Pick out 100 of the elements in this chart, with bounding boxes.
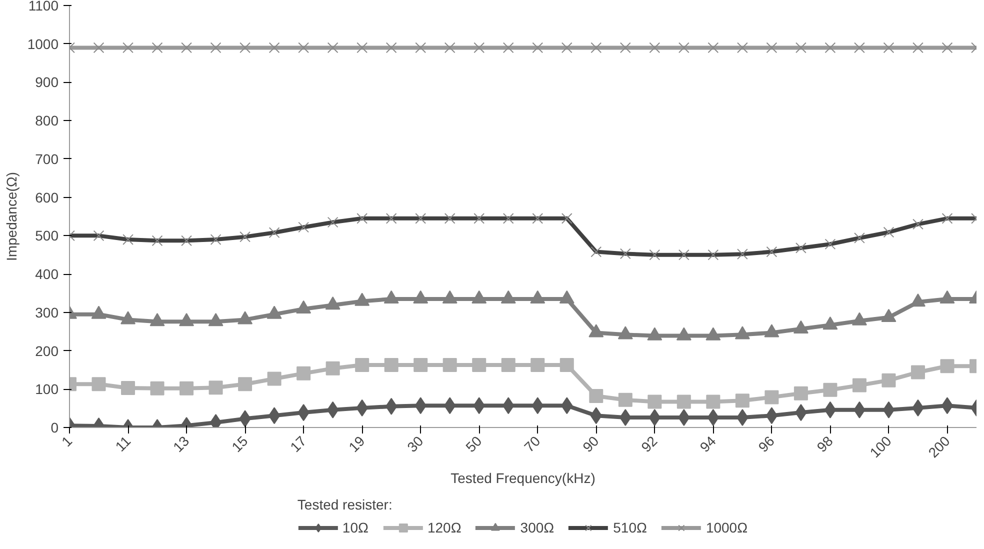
point: [532, 42, 544, 54]
point: [150, 381, 164, 396]
point: [268, 42, 280, 54]
point: [910, 365, 925, 380]
point: [240, 42, 250, 54]
point: [414, 358, 428, 372]
x-tick-label: 19: [345, 432, 368, 456]
x-tick-label: 92: [638, 432, 660, 456]
x-tick-label: 13: [170, 432, 192, 456]
y-tick-label: 1000: [27, 36, 59, 52]
point: [589, 389, 604, 404]
point: [708, 42, 719, 54]
point: [501, 358, 516, 372]
point: [766, 42, 778, 54]
point: [648, 394, 662, 409]
point: [941, 397, 954, 414]
point: [327, 42, 338, 54]
point: [882, 373, 896, 388]
point: [267, 372, 282, 386]
y-tick-label: 600: [35, 189, 59, 206]
point: [940, 359, 954, 374]
point: [326, 361, 340, 376]
point: [823, 382, 838, 397]
x-tick-label: 100: [866, 432, 895, 461]
point: [796, 42, 806, 54]
point: [296, 366, 311, 380]
point: [912, 42, 924, 54]
point: [854, 42, 865, 54]
x-tick-label: 96: [755, 432, 778, 456]
x-tick-label: 98: [814, 432, 836, 456]
point: [530, 358, 545, 372]
y-tick-label: 800: [35, 112, 59, 129]
point: [942, 42, 953, 54]
legend-title: Tested resister:: [297, 496, 394, 512]
point: [649, 42, 660, 54]
point: [472, 358, 486, 372]
legend-label: 120Ω: [427, 520, 462, 536]
point: [561, 42, 572, 54]
x-tick-label: 90: [579, 432, 602, 456]
x-axis-title: Tested Frequency(kHz): [450, 470, 596, 486]
point: [678, 42, 690, 54]
x-tick-label: 200: [925, 432, 954, 461]
point: [298, 42, 310, 54]
point: [384, 358, 398, 372]
point: [268, 407, 280, 424]
point: [121, 380, 136, 395]
point: [444, 42, 456, 54]
point: [736, 42, 748, 54]
point: [883, 42, 894, 54]
x-tick-label: 70: [520, 432, 544, 456]
y-tick-label: 700: [35, 150, 59, 167]
point: [356, 42, 368, 54]
point: [208, 380, 223, 395]
y-tick-label: 300: [35, 304, 59, 320]
point: [474, 42, 485, 54]
y-tick-label: 1100: [28, 0, 59, 14]
point: [764, 390, 779, 404]
point: [415, 42, 426, 54]
point: [707, 409, 720, 426]
point: [676, 394, 691, 409]
y-tick-label: 200: [35, 342, 59, 359]
point: [181, 42, 192, 54]
legend-label: 1000Ω: [706, 520, 748, 536]
x-tick-label: 17: [286, 432, 310, 456]
point: [824, 42, 836, 54]
point: [386, 42, 397, 54]
point: [824, 401, 836, 418]
point: [620, 42, 631, 54]
x-tick-label: 11: [112, 432, 134, 454]
point: [502, 42, 514, 54]
point: [210, 42, 222, 54]
legend-label: 300Ω: [520, 520, 554, 536]
point: [794, 386, 808, 400]
point: [93, 42, 104, 54]
point: [326, 401, 339, 418]
y-tick-label: 500: [35, 228, 59, 244]
x-tick-label: 30: [404, 432, 426, 456]
legend-label: 10Ω: [342, 520, 368, 536]
point: [180, 381, 194, 396]
point: [735, 394, 750, 408]
point: [152, 42, 163, 54]
point: [560, 358, 574, 372]
y-tick-label: 900: [35, 74, 59, 90]
point: [706, 394, 720, 409]
point: [618, 392, 632, 407]
x-tick-label: 50: [462, 432, 485, 456]
point: [852, 378, 866, 392]
point: [590, 42, 602, 54]
point: [355, 358, 370, 372]
x-tick-label: 1: [58, 432, 76, 450]
point: [238, 377, 252, 392]
point: [766, 407, 778, 424]
point: [442, 358, 457, 372]
y-axis-title: Impedance(Ω): [3, 172, 20, 262]
legend-label: 510Ω: [613, 520, 647, 536]
point: [122, 42, 134, 54]
x-tick-label: 15: [228, 432, 251, 456]
y-tick-label: 0: [50, 420, 59, 436]
point: [92, 377, 106, 392]
y-tick-label: 400: [35, 266, 59, 282]
